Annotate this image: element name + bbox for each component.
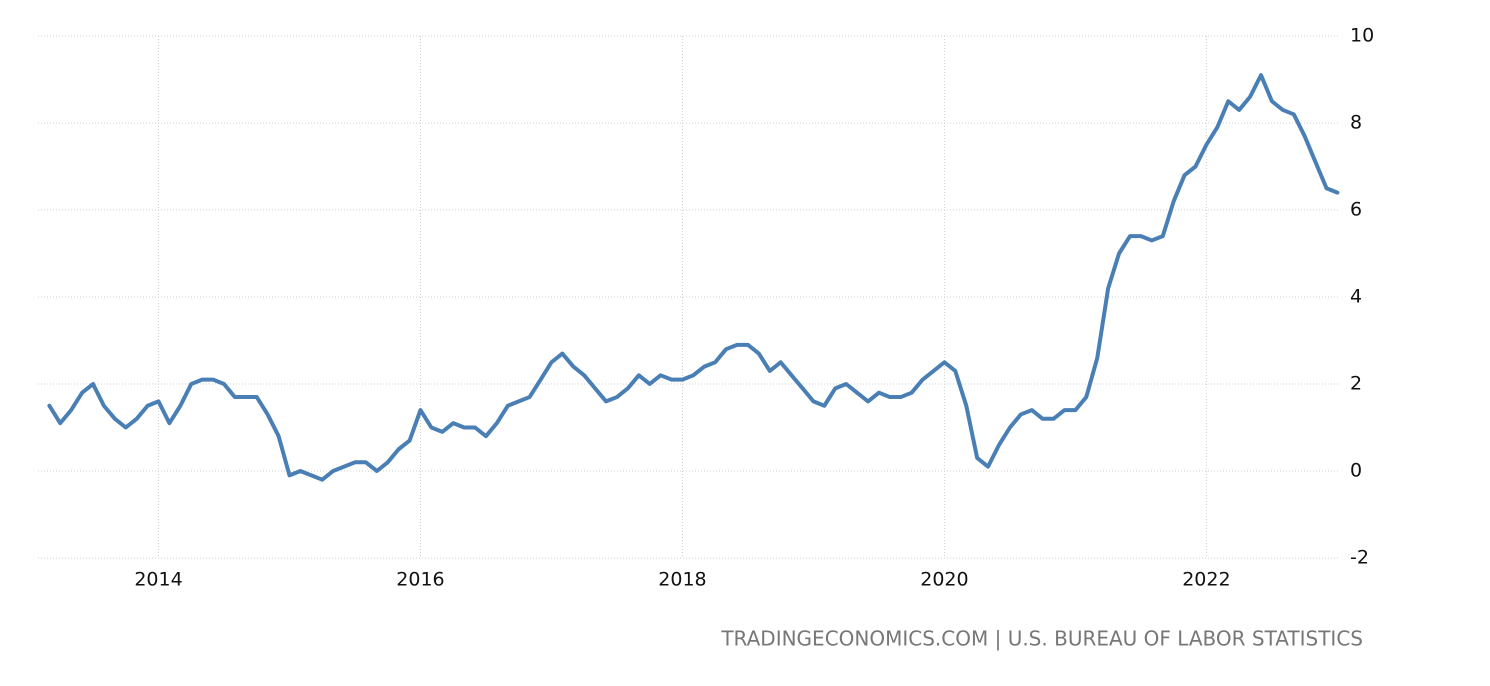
y-tick-label: 6 (1350, 199, 1362, 221)
x-tick-label: 2016 (396, 569, 444, 591)
x-tick-label: 2018 (658, 569, 706, 591)
source: TRADINGECONOMICS.COM | U.S. BUREAU OF LA… (720, 627, 1363, 651)
x-tick-label: 2020 (920, 569, 968, 591)
x-tick-label: 2014 (134, 569, 182, 591)
line (47, 73, 1340, 482)
y-tick-label: 2 (1350, 373, 1362, 395)
y-tick-label: -2 (1350, 547, 1369, 569)
x-tick-label: 2022 (1182, 569, 1230, 591)
y-tick-label: 4 (1350, 286, 1362, 308)
y-tick-label: 8 (1350, 112, 1362, 134)
y-tick-label: 10 (1350, 25, 1374, 47)
y-tick-label: 0 (1350, 460, 1362, 482)
